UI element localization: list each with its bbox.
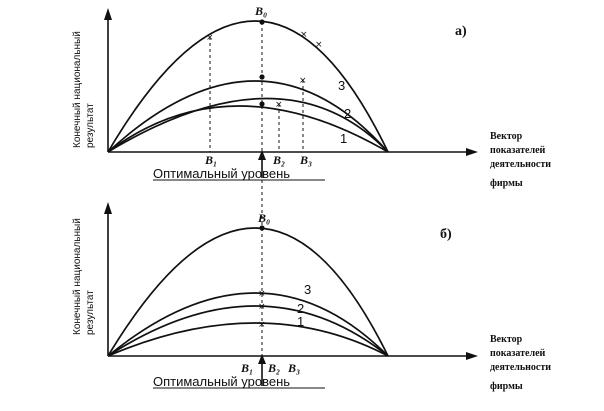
panel-a-curve-top	[107, 20, 389, 153]
panel-b-side-line2: показателей	[490, 348, 546, 359]
panel-b-curve-top	[107, 227, 389, 357]
panel-a-curve-1	[107, 97, 389, 153]
panel-b-b0-label: B₀	[257, 211, 270, 225]
panel-a-b2-label: B₂	[272, 153, 285, 167]
panel-b-label: б)	[440, 227, 452, 242]
panel-a-y-label-line2: результат	[85, 103, 96, 148]
panel-a-label: а)	[455, 24, 467, 39]
panel-a-curve3-dot	[259, 74, 265, 80]
panel-b-optimal-arrow-icon	[258, 354, 266, 364]
panel-a-side-line4: фирмы	[490, 178, 523, 189]
panel-b-x-caption: Оптимальный уровень	[153, 374, 290, 389]
panel-a-b0-label: B₀	[254, 4, 267, 18]
panel-a-b1-cross-icon: ×	[206, 33, 214, 43]
panel-a-curve2-dot	[259, 101, 265, 107]
panel-a-b2-cross-icon: ×	[275, 100, 283, 110]
panel-a-side-line1: Вектор	[490, 131, 523, 142]
panel-a-b1-label: B₁	[204, 153, 217, 167]
panel-b-curve3-cross-icon: ×	[258, 289, 266, 299]
panel-a-x-caption: Оптимальный уровень	[153, 166, 290, 181]
panel-a-y-arrow-icon	[104, 8, 112, 20]
panel-a-curve-2	[107, 105, 389, 153]
panel-b-x-arrow-icon	[466, 352, 478, 360]
panel-a-x-arrow-icon	[466, 148, 478, 156]
panel-b-curve-2	[107, 305, 389, 357]
panel-b-side-line3: деятельности	[490, 362, 551, 373]
panel-b-y-arrow-icon	[104, 202, 112, 214]
panel-b-b2-label: B₂	[267, 361, 280, 375]
panel-b-curve-3	[107, 292, 389, 357]
panel-a-curve-label-1: 1	[340, 131, 347, 146]
panel-b-y-label-line1: Конечный национальный	[72, 218, 83, 335]
panel-a: × × × × × B₀ B₁ B₂ B₃ 3 2 1 а) Конечный …	[72, 4, 551, 189]
panel-b-side-line4: фирмы	[490, 381, 523, 392]
panel-b-curve-label-3: 3	[304, 282, 311, 297]
panel-a-b0-dot	[259, 19, 265, 25]
panel-a-b3-cross-icon: ×	[299, 76, 307, 86]
panel-b-curve-1	[107, 322, 389, 357]
panel-a-curve-3	[107, 80, 389, 153]
panel-a-top-cross2-icon: ×	[315, 40, 323, 50]
panel-a-side-line2: показателей	[490, 145, 546, 156]
panel-a-b3-label: B₃	[299, 153, 312, 167]
panel-a-optimal-arrow-icon	[258, 150, 266, 160]
panel-b: × × × B₀ B₁ B₂ B₃ 3 2 1 б) Конечный наци…	[72, 202, 551, 392]
panel-b-side-line1: Вектор	[490, 334, 523, 345]
panel-a-y-label-line1: Конечный национальный	[72, 31, 83, 148]
panel-b-b0-dot	[259, 225, 265, 231]
panel-b-curve1-cross-icon: ×	[258, 320, 266, 330]
panel-b-b1-label: B₁	[240, 361, 253, 375]
panel-b-b3-label: B₃	[287, 361, 300, 375]
panel-b-curve-label-1: 1	[297, 314, 304, 329]
panel-b-y-label-line2: результат	[85, 290, 96, 335]
panel-a-top-cross-icon: ×	[300, 30, 308, 40]
panel-a-side-line3: деятельности	[490, 159, 551, 170]
panel-b-curve2-cross-icon: ×	[258, 302, 266, 312]
panel-a-curve-label-3: 3	[338, 78, 345, 93]
panel-b-curve-label-2: 2	[297, 301, 304, 316]
panel-a-curve-label-2: 2	[344, 106, 351, 121]
